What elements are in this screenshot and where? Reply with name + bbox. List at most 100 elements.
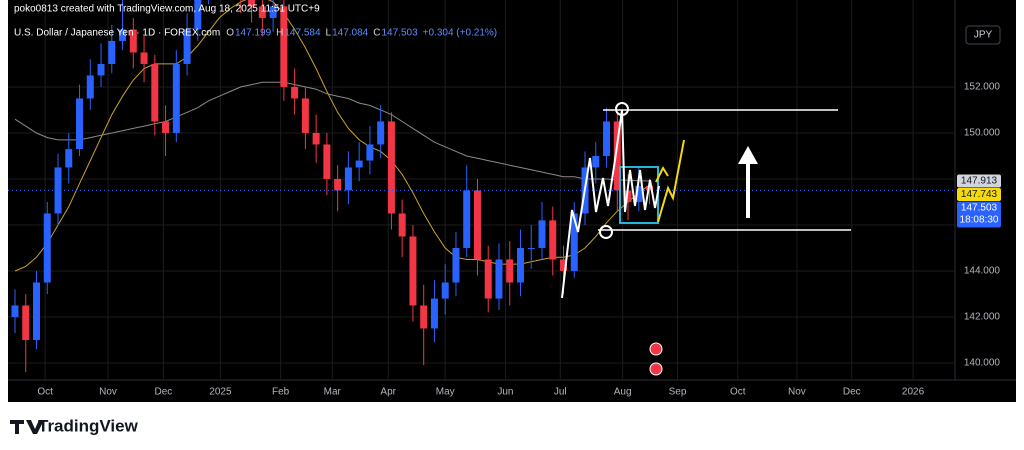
candle-body (538, 220, 546, 248)
candle-body (398, 213, 406, 237)
candle-body (344, 167, 352, 191)
x-tick-label: Jun (497, 387, 513, 398)
legend-value: 147.199 (235, 28, 272, 39)
price-badge-label: 147.913 (961, 176, 998, 187)
candle-body (495, 259, 503, 299)
candle-body (269, 6, 277, 18)
brand: TradingView (38, 416, 139, 435)
legend-key: O (226, 28, 234, 39)
candle-body (592, 155, 600, 168)
price-badge (957, 201, 1001, 228)
candle-body (280, 6, 288, 87)
x-tick-label: Dec (843, 387, 861, 398)
brand-logo (10, 420, 44, 434)
candle-body (570, 213, 578, 271)
x-tick-label: Nov (788, 387, 806, 398)
legend-key: L (326, 28, 332, 39)
candle-body (301, 98, 309, 133)
candle-body (549, 220, 557, 260)
x-tick-label: 2026 (902, 387, 925, 398)
candle-body (387, 121, 395, 214)
symbol-title: U.S. Dollar / Japanese Yen · 1D · FOREX.… (14, 28, 220, 39)
candle-body (312, 132, 320, 145)
countdown: 18:08:30 (960, 215, 999, 226)
x-tick-label: Nov (99, 387, 117, 398)
x-tick-label: Oct (730, 387, 746, 398)
candle-body (22, 305, 30, 340)
x-tick-label: Jul (554, 387, 567, 398)
projection-drawing (657, 139, 685, 223)
chart-bg (8, 0, 1016, 402)
x-tick-label: Apr (380, 387, 396, 398)
candle-body (560, 259, 568, 271)
candle-body (603, 121, 611, 156)
legend-change: +0.304 (+0.21%) (423, 28, 498, 39)
x-tick-label: Oct (37, 387, 53, 398)
candle-body (377, 121, 385, 145)
pivot-circle (599, 225, 613, 239)
x-tick-label: Sep (669, 387, 687, 398)
candle-body (151, 63, 159, 122)
candle-body (172, 63, 180, 133)
overlay: 140.000142.000144.000146.000148.000150.0… (37, 82, 1001, 398)
candle-body (33, 282, 41, 340)
drawings (561, 102, 851, 376)
moving-average (14, 81, 650, 182)
candle-body (323, 144, 331, 179)
candle-body (473, 190, 481, 260)
legend-key: H (276, 28, 283, 39)
currency-button[interactable] (965, 25, 1001, 45)
x-tick-label: Dec (155, 387, 173, 398)
candle-body (11, 305, 19, 317)
y-tick-label: 152.000 (964, 82, 1001, 93)
legend-key: C (373, 28, 380, 39)
candle-body (409, 236, 417, 306)
candle-body (183, 29, 191, 64)
candle-body (355, 160, 363, 168)
candle-body (420, 305, 428, 329)
currency-label: JPY (974, 30, 993, 41)
candle-body (613, 121, 621, 191)
attribution: poko0813 created with TradingView.com, A… (14, 4, 320, 15)
candle-body (441, 282, 449, 299)
event-icon (649, 342, 663, 356)
price-badge (957, 187, 1001, 201)
candle-body (162, 121, 170, 133)
candle-body (129, 29, 137, 53)
candle-body (516, 247, 524, 283)
candle-body (97, 63, 105, 76)
y-tick-label: 150.000 (964, 128, 1001, 139)
y-tick-label: 142.000 (964, 312, 1001, 323)
candle-body (506, 259, 514, 283)
candle-body (65, 149, 73, 168)
legend-value: 147.584 (284, 28, 321, 39)
x-tick-label: 2025 (209, 387, 232, 398)
price-badge-label: 147.503 (961, 203, 998, 214)
projection-drawing (655, 165, 669, 183)
candle-body (140, 52, 148, 64)
candle-body (43, 213, 51, 283)
candle-body (463, 190, 471, 248)
candle-body (366, 144, 374, 161)
moving-average (14, 0, 650, 272)
candle-body (258, 6, 266, 18)
candle-body (635, 185, 643, 202)
candle-body (452, 247, 460, 283)
y-tick-label: 144.000 (964, 266, 1001, 277)
candle-body (334, 178, 342, 191)
price-badge (957, 174, 1001, 188)
candle-body (291, 86, 299, 99)
candle-body (86, 75, 94, 99)
up-arrow-head (738, 146, 758, 164)
candle-body (194, 0, 202, 30)
candle-body (624, 190, 632, 202)
ohlc-legend: O 147.199 H 147.584 L 147.084 C 147.503 +0.304 (… (226, 28, 497, 39)
x-tick-label: Aug (614, 387, 632, 398)
x-tick-label: Feb (272, 387, 290, 398)
candle-body (527, 247, 535, 249)
candle-body (108, 40, 116, 64)
candle-body (430, 298, 438, 329)
candle-body (248, 0, 256, 7)
price-badge-label: 147.743 (961, 189, 998, 200)
legend-value: 147.503 (381, 28, 418, 39)
